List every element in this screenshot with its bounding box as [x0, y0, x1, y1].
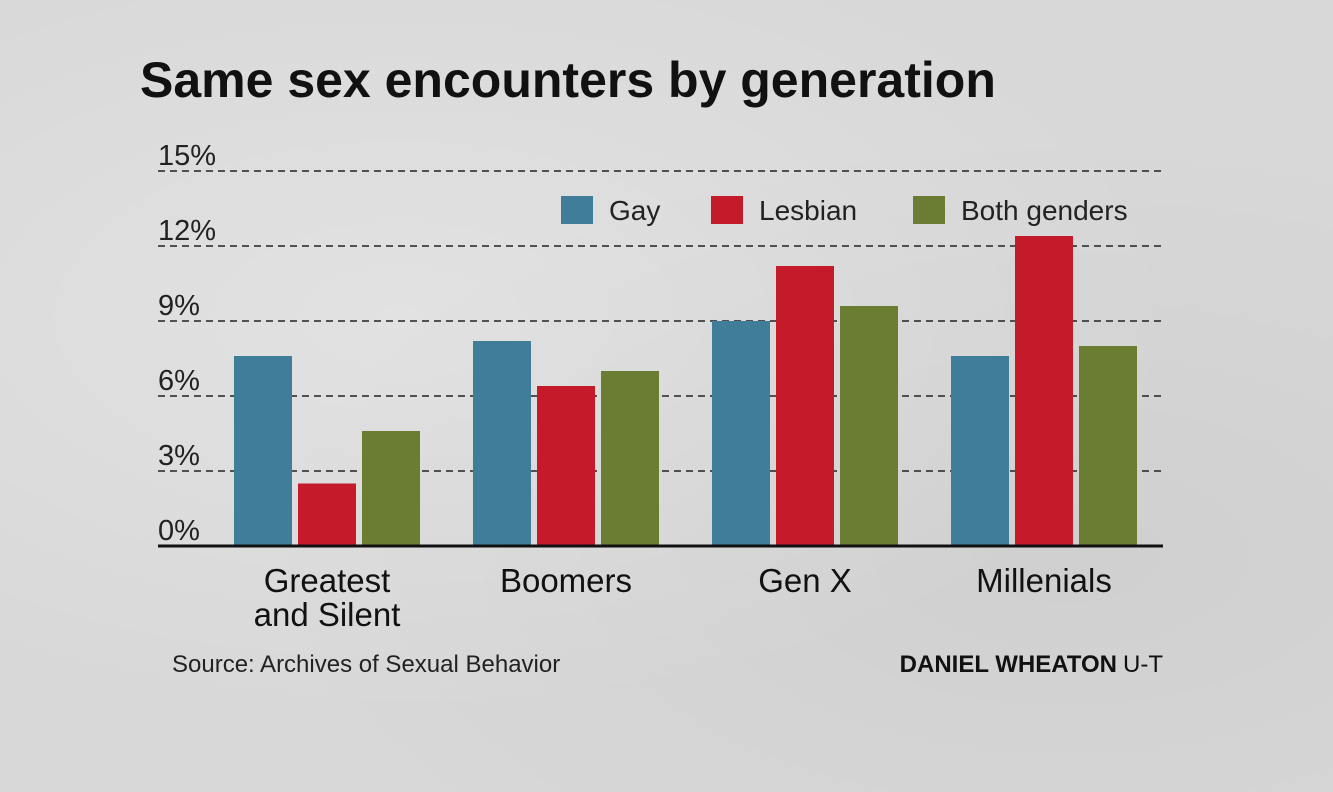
legend-label: Lesbian	[759, 195, 857, 226]
bars	[234, 236, 1137, 546]
bar-lesbian	[298, 483, 356, 546]
legend: Gay Lesbian Both genders	[561, 195, 1128, 226]
x-category-label: Millenials	[976, 562, 1112, 599]
bar-both-genders	[1079, 346, 1137, 546]
x-category-label: Greatest	[264, 562, 391, 599]
x-category-label: Gen X	[758, 562, 852, 599]
x-category-label: Boomers	[500, 562, 632, 599]
legend-label: Gay	[609, 195, 660, 226]
bar-both-genders	[840, 306, 898, 546]
legend-swatch	[711, 196, 743, 224]
y-tick-label: 0%	[158, 515, 200, 547]
credit-org: U-T	[1123, 651, 1163, 678]
bar-gay	[712, 321, 770, 546]
legend-label: Both genders	[961, 195, 1128, 226]
y-axis-ticks: 0% 3% 6% 9% 12% 15%	[158, 140, 216, 547]
chart-title: Same sex encounters by generation	[140, 52, 996, 108]
bar-gay	[234, 356, 292, 546]
bar-lesbian	[776, 266, 834, 546]
bar-lesbian	[537, 386, 595, 546]
y-tick-label: 3%	[158, 440, 200, 472]
y-tick-label: 6%	[158, 365, 200, 397]
y-tick-label: 12%	[158, 215, 216, 247]
bar-gay	[473, 341, 531, 546]
y-tick-label: 9%	[158, 290, 200, 322]
legend-swatch	[561, 196, 593, 224]
y-tick-label: 15%	[158, 140, 216, 172]
credit-name: DANIEL WHEATON	[900, 651, 1117, 678]
bar-lesbian	[1015, 236, 1073, 546]
bar-gay	[951, 356, 1009, 546]
source-note: Source: Archives of Sexual Behavior	[172, 651, 560, 678]
credit: DANIEL WHEATON U-T	[900, 651, 1164, 678]
x-category-label: and Silent	[254, 596, 401, 633]
bar-both-genders	[601, 371, 659, 546]
bar-both-genders	[362, 431, 420, 546]
legend-swatch	[913, 196, 945, 224]
